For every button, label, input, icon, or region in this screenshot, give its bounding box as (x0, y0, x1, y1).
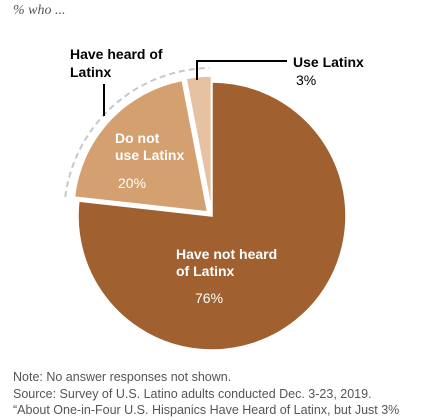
pie-slice-have-not-heard-of-latinx (77, 81, 347, 351)
label-have-heard-line-2: Latinx (70, 64, 111, 80)
have-heard-bracket-arc (64, 67, 210, 198)
label-have-not-heard-line-2: of Latinx (176, 263, 235, 279)
value-use-latinx: 3% (296, 72, 316, 88)
chart-footer: Note: No answer responses not shown. Sou… (13, 369, 399, 419)
chart-subtitle: % who ... (13, 3, 66, 18)
pie-slices (73, 75, 347, 351)
value-have-not-heard: 76% (195, 290, 223, 306)
label-do-not-use-line-2: use Latinx (115, 147, 184, 163)
pie-slice-do-not-use-latinx (73, 79, 209, 213)
label-have-not-heard-line-1: Have not heard (176, 246, 277, 262)
footer-source: Source: Survey of U.S. Latino adults con… (13, 386, 372, 401)
value-do-not-use: 20% (118, 175, 146, 191)
footer-citation: “About One-in-Four U.S. Hispanics Have H… (13, 403, 400, 417)
label-have-heard-line-1: Have heard of (70, 46, 163, 62)
footer-note: Note: No answer responses not shown. (13, 370, 232, 384)
pie-slice-use-latinx (185, 75, 213, 211)
use-latinx-leader-line (196, 60, 287, 80)
label-use-latinx: Use Latinx (293, 54, 364, 70)
label-do-not-use-line-1: Do not (115, 130, 160, 146)
